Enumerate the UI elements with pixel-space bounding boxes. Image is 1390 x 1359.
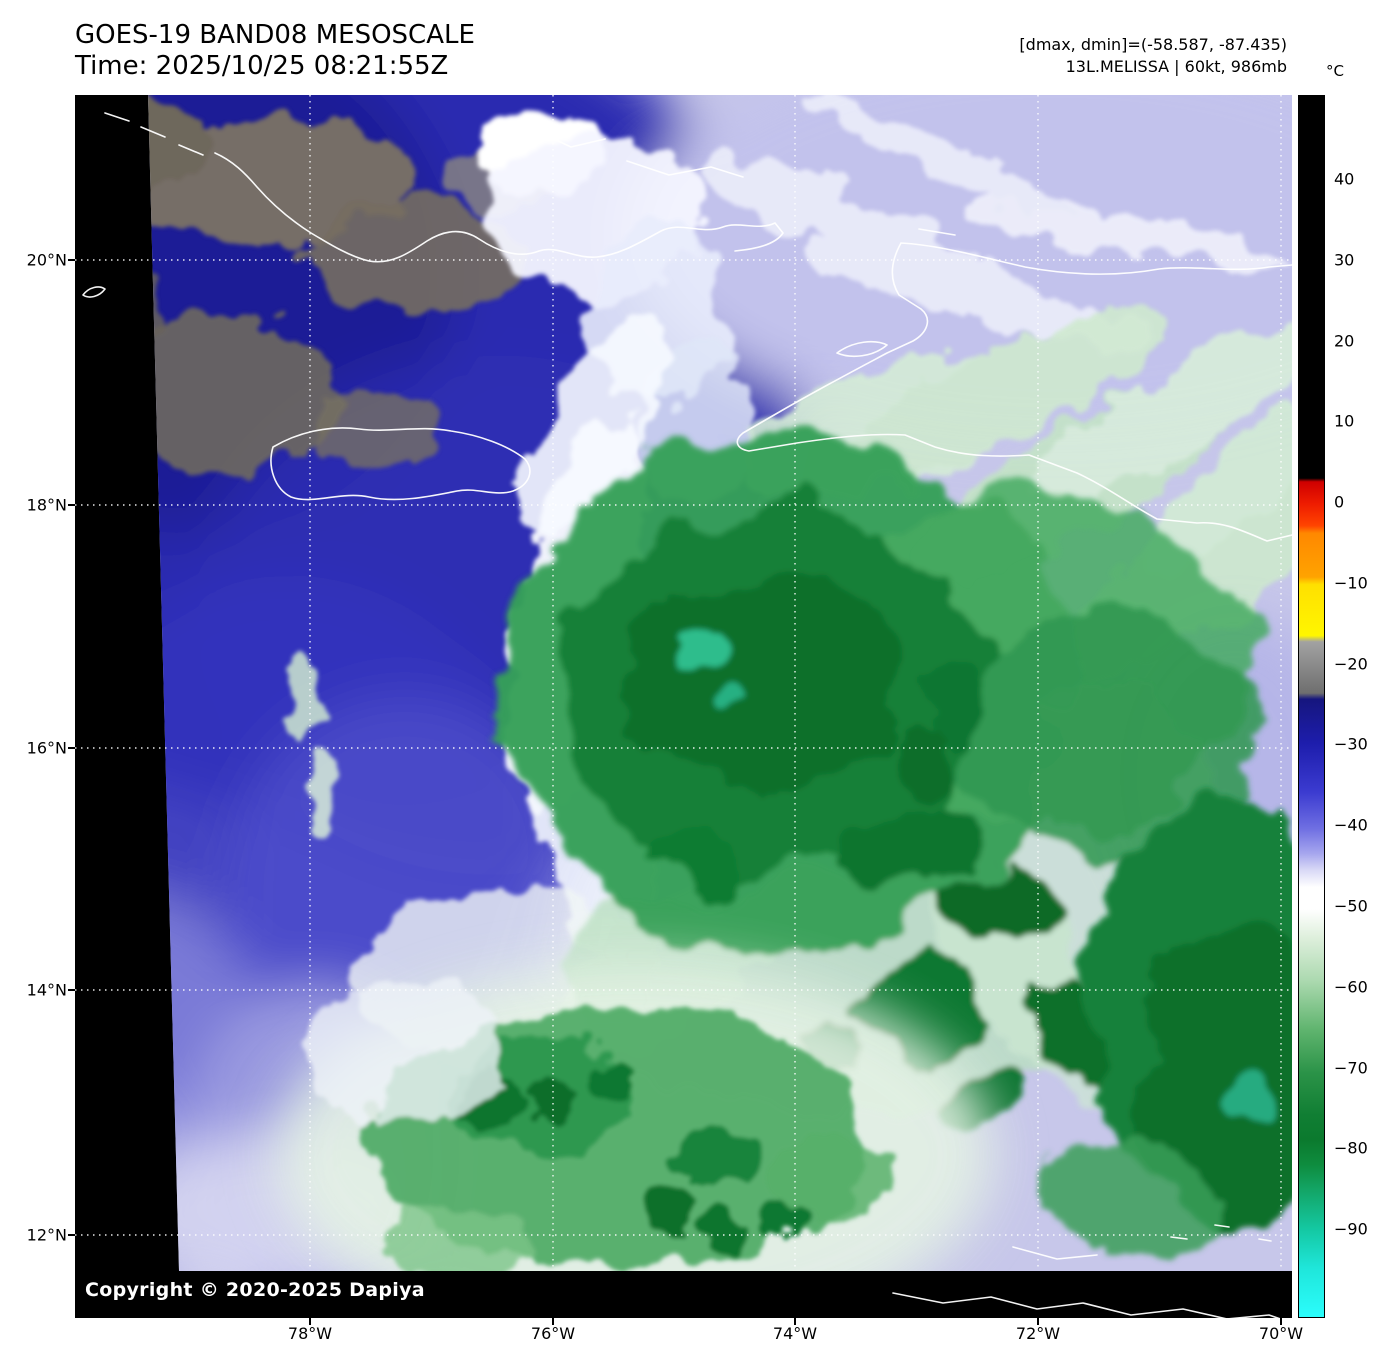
lat-lon-gridlines: [75, 95, 1292, 1271]
lat-tick: [68, 504, 75, 506]
cuba-coastline: [82, 112, 784, 298]
colorbar-unit-label: °C: [1326, 62, 1344, 80]
lat-tick: [68, 1234, 75, 1236]
lon-label: 72°W: [1015, 1324, 1061, 1343]
lat-tick: [68, 747, 75, 749]
colorbar-tick: −70: [1334, 1058, 1368, 1078]
bottom-band: [75, 1271, 1292, 1318]
colorbar-tick: 30: [1334, 250, 1355, 270]
lat-label: 18°N: [26, 495, 67, 515]
lon-label: 70°W: [1258, 1324, 1304, 1343]
colorbar-tick: −30: [1334, 734, 1368, 754]
page-title: GOES-19 BAND08 MESOSCALE: [75, 20, 475, 50]
colorbar-tick: 40: [1334, 169, 1355, 189]
lat-label: 16°N: [26, 738, 67, 758]
lat-label: 20°N: [26, 250, 67, 270]
colorbar-tick: −10: [1334, 573, 1368, 593]
lon-label: 78°W: [287, 1324, 333, 1343]
colorbar-tick: 20: [1334, 331, 1355, 351]
satellite-image: [75, 95, 1293, 1324]
lon-label: 76°W: [530, 1324, 576, 1343]
lon-tick: [1037, 1318, 1039, 1325]
lon-label: 74°W: [772, 1324, 818, 1343]
colorbar: [1298, 95, 1325, 1318]
hispaniola-coastline: [736, 228, 1293, 542]
jamaica-coastline: [270, 427, 531, 501]
colorbar-tick: 0: [1334, 492, 1345, 512]
header-readouts: [dmax, dmin]=(-58.587, -87.435) 13L.MELI…: [1019, 34, 1287, 78]
colorbar-tick: −40: [1334, 815, 1368, 835]
copyright-watermark: Copyright © 2020-2025 Dapiya: [85, 1279, 425, 1301]
satellite-map: Copyright © 2020-2025 Dapiya: [75, 95, 1293, 1324]
colorbar-tick: −80: [1334, 1138, 1368, 1158]
south-america-coastline: [892, 1224, 1293, 1324]
lat-tick: [68, 989, 75, 991]
colorbar-tick: 10: [1334, 411, 1355, 431]
lon-tick: [1280, 1318, 1282, 1325]
storm-readout: 13L.MELISSA | 60kt, 986mb: [1065, 57, 1287, 76]
colorbar-tick: −90: [1334, 1219, 1368, 1239]
lat-label: 14°N: [26, 980, 67, 1000]
lat-label: 12°N: [26, 1225, 67, 1245]
coastlines: [82, 112, 1293, 1324]
lon-tick: [794, 1318, 796, 1325]
colorbar-tick: −50: [1334, 896, 1368, 916]
lon-tick: [309, 1318, 311, 1325]
cloud-field: [148, 95, 1292, 1271]
colorbar-tick: −20: [1334, 654, 1368, 674]
lat-tick: [68, 259, 75, 261]
lon-tick: [552, 1318, 554, 1325]
timestamp: Time: 2025/10/25 08:21:55Z: [75, 51, 449, 81]
colorbar-tick: −60: [1334, 977, 1368, 997]
data-range-readout: [dmax, dmin]=(-58.587, -87.435): [1019, 35, 1287, 54]
